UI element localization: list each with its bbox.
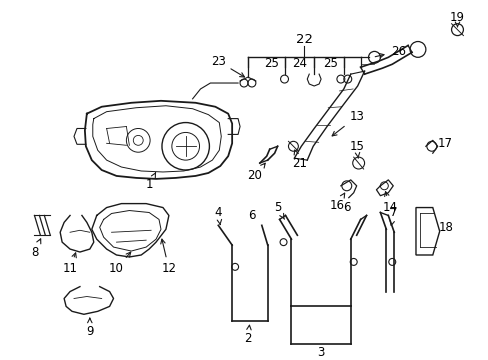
Text: 20: 20 <box>247 163 264 183</box>
Text: 7: 7 <box>389 206 397 225</box>
Text: 23: 23 <box>210 55 244 77</box>
Text: 9: 9 <box>86 318 93 338</box>
Text: 25: 25 <box>323 57 338 70</box>
Text: 2: 2 <box>244 325 251 345</box>
Text: 11: 11 <box>62 253 78 275</box>
Text: 6: 6 <box>343 201 350 214</box>
Text: 1: 1 <box>145 173 155 191</box>
Text: 25: 25 <box>264 57 279 70</box>
Text: 16: 16 <box>329 193 344 212</box>
Text: 15: 15 <box>348 140 364 158</box>
Text: 4: 4 <box>214 206 222 225</box>
Text: 19: 19 <box>449 11 464 27</box>
Text: 6: 6 <box>247 209 255 222</box>
Text: 5: 5 <box>273 201 284 219</box>
Text: 10: 10 <box>109 252 130 275</box>
Text: 12: 12 <box>161 239 176 275</box>
Text: 26: 26 <box>374 45 405 58</box>
Text: 18: 18 <box>437 221 452 234</box>
Text: 17: 17 <box>437 137 452 150</box>
Text: 13: 13 <box>331 110 364 136</box>
Text: 14: 14 <box>382 192 397 214</box>
Text: 21: 21 <box>291 150 306 170</box>
Text: 22: 22 <box>295 33 312 46</box>
Text: 3: 3 <box>317 346 324 359</box>
Text: 8: 8 <box>31 239 41 258</box>
Text: 24: 24 <box>291 57 306 70</box>
